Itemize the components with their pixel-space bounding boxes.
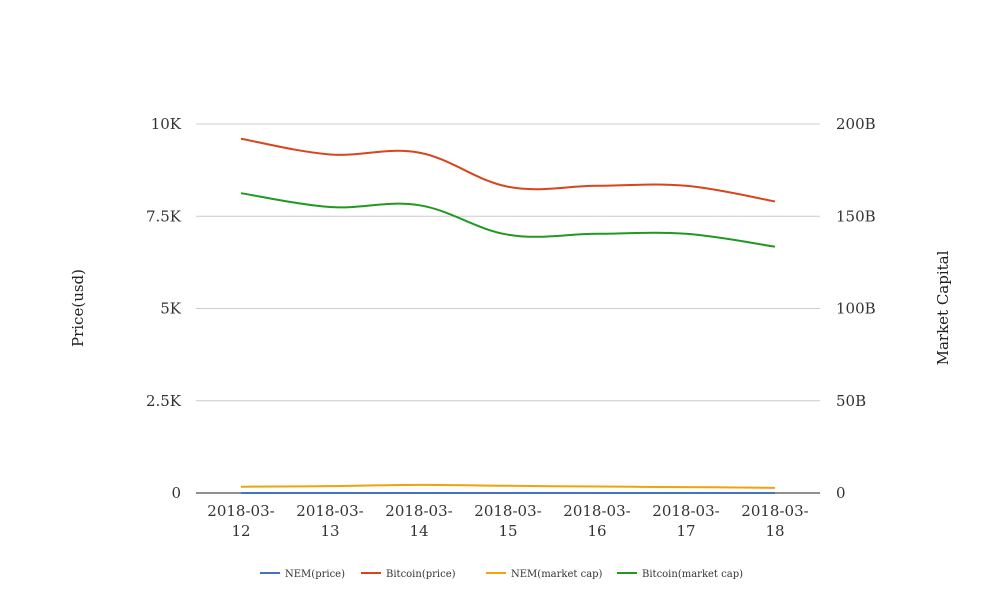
right-axis-ticks: 0 50B 100B 150B 200B	[836, 115, 876, 502]
series-line-bitcoin-market-cap	[240, 192, 776, 248]
x-tick-label: 2018-03-18	[741, 502, 808, 540]
x-tick-label: 2018-03-15	[474, 502, 541, 540]
legend-label: NEM(market cap)	[511, 569, 603, 580]
left-axis-ticks: 0 2.5K 5K 7.5K 10K	[146, 115, 182, 502]
right-tick-label: 50B	[836, 392, 866, 410]
right-tick-label: 0	[836, 484, 846, 502]
x-tick-label: 2018-03-17	[652, 502, 719, 540]
x-tick-label: 2018-03-16	[563, 502, 630, 540]
legend: NEM(price) Bitcoin(price) NEM(market cap) B…	[260, 569, 743, 580]
left-tick-label: 0	[171, 484, 181, 502]
left-tick-label: 5K	[160, 300, 182, 318]
left-tick-label: 7.5K	[146, 207, 182, 225]
legend-item-nem-market-cap[interactable]: NEM(market cap)	[486, 569, 603, 580]
grid-lines	[196, 123, 820, 494]
legend-item-bitcoin-price[interactable]: Bitcoin(price)	[361, 569, 456, 580]
legend-item-nem-price[interactable]: NEM(price)	[260, 569, 345, 580]
x-tick-label: 2018-03-13	[296, 502, 363, 540]
left-tick-label: 10K	[151, 115, 182, 133]
x-axis-ticks: 2018-03-12 2018-03-13 2018-03-14 2018-03-15…	[207, 502, 808, 540]
right-tick-label: 200B	[836, 115, 876, 133]
x-tick-label: 2018-03-12	[207, 502, 274, 540]
legend-label: Bitcoin(market cap)	[642, 569, 743, 580]
series-lines	[240, 137, 776, 494]
legend-label: NEM(price)	[285, 569, 345, 580]
right-tick-label: 150B	[836, 207, 876, 225]
x-tick-label: 2018-03-14	[385, 502, 452, 540]
series-line-bitcoin-price	[240, 137, 776, 203]
legend-item-bitcoin-market-cap[interactable]: Bitcoin(market cap)	[617, 569, 743, 580]
left-tick-label: 2.5K	[146, 392, 182, 410]
series-line-nem-market-cap	[240, 483, 776, 489]
legend-label: Bitcoin(price)	[386, 569, 456, 580]
right-tick-label: 100B	[836, 300, 876, 318]
right-axis-title: Market Capital	[934, 250, 952, 365]
left-axis-title: Price(usd)	[69, 269, 87, 347]
